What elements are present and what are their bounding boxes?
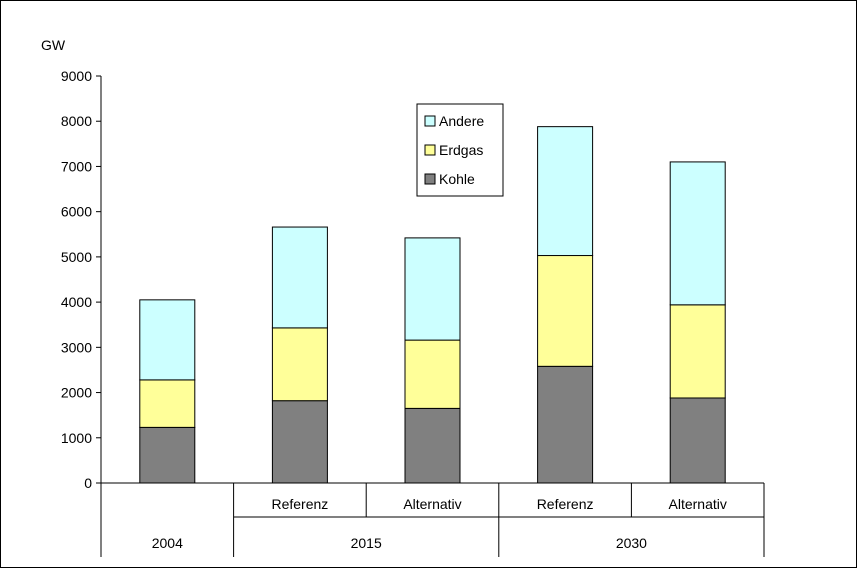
y-tick-label: 2000 [61,385,92,401]
y-tick-label: 7000 [61,158,92,174]
x-category-label: Alternativ [403,496,461,512]
x-group-label: 2030 [616,535,647,551]
x-group-label: 2004 [152,535,183,551]
bar-segment-erdgas [669,304,726,399]
legend-swatch-erdgas [424,144,436,156]
bar-segment-andere [404,237,461,341]
y-tick-label: 3000 [61,339,92,355]
bar-segment-kohle [669,397,726,484]
y-tick-label: 0 [84,475,92,491]
bar-segment-erdgas [537,255,594,367]
x-category-label: Referenz [271,496,328,512]
bar-segment-andere [271,226,328,329]
bar-segment-andere [537,126,594,257]
y-tick-label: 6000 [61,204,92,220]
legend-label: Kohle [439,171,475,187]
bar-segment-kohle [404,407,461,484]
x-category-label: Alternativ [669,496,727,512]
x-category-label: Referenz [537,496,594,512]
legend-label: Andere [439,113,484,129]
y-tick-label: 5000 [61,249,92,265]
legend-swatch-andere [424,115,436,127]
bar-segment-erdgas [271,327,328,402]
bar-segment-andere [139,299,196,381]
legend-swatch-kohle [424,173,436,185]
y-tick-label: 1000 [61,430,92,446]
x-group-label: 2015 [351,535,382,551]
y-tick-label: 8000 [61,113,92,129]
bar-segment-kohle [139,426,196,484]
bar-segment-andere [669,161,726,306]
y-tick-label: 4000 [61,294,92,310]
bar-segment-kohle [271,400,328,484]
bar-segment-kohle [537,365,594,484]
bar-segment-erdgas [404,339,461,409]
y-axis-label: GW [41,37,66,53]
bar-segment-erdgas [139,379,196,428]
legend-label: Erdgas [439,142,483,158]
y-tick-label: 9000 [61,68,92,84]
